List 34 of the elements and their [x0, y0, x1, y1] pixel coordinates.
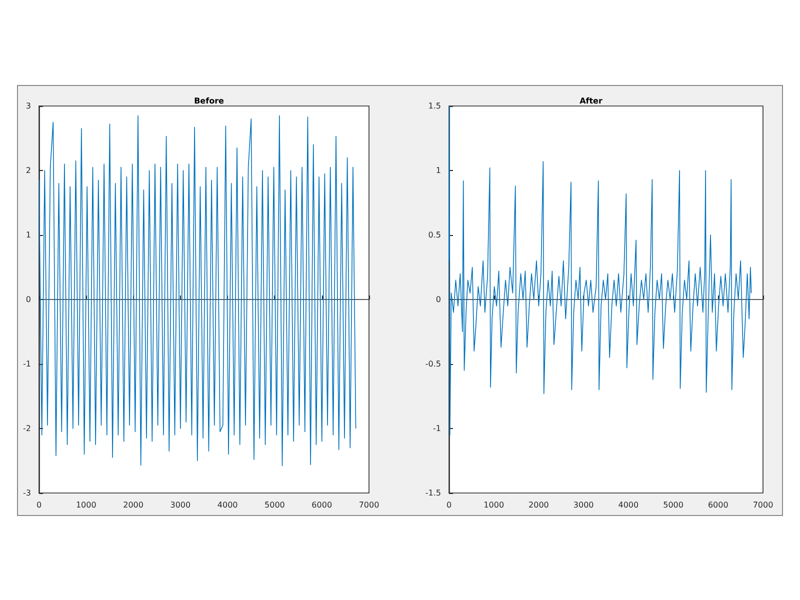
x-tick-label: 6000: [312, 500, 332, 510]
y-tick-label: -3: [23, 488, 31, 498]
x-tick-label: 2000: [123, 500, 144, 510]
y-tick-label: 2: [26, 166, 31, 175]
x-tick-label: 4000: [217, 500, 238, 510]
chart-title: After: [580, 96, 602, 106]
x-tick-label: 3000: [170, 500, 191, 510]
x-tick-label: 3000: [573, 500, 594, 510]
x-tick-label: 5000: [264, 500, 285, 510]
line-series: [448, 106, 752, 436]
y-tick-label: 1: [436, 166, 441, 175]
x-tick-label: 2000: [528, 500, 549, 510]
x-tick-label: 7000: [752, 500, 774, 510]
y-tick-label: 0.5: [428, 230, 441, 240]
y-tick-label: 3: [26, 102, 31, 110]
y-tick-label: -1: [433, 424, 441, 433]
line-series: [38, 115, 356, 466]
chart-title: Before: [194, 96, 225, 106]
y-tick-label: 1.5: [428, 102, 441, 110]
x-tick-label: 0: [36, 500, 42, 510]
y-tick-label: 0: [26, 295, 31, 304]
x-tick-label: 6000: [708, 500, 728, 510]
y-tick-label: 0: [436, 295, 441, 304]
y-tick-label: -0.5: [425, 360, 441, 368]
x-tick-label: 1000: [484, 500, 504, 510]
y-tick-label: -1: [23, 360, 31, 368]
y-tick-label: -2: [23, 424, 31, 433]
x-tick-label: 5000: [663, 500, 684, 510]
y-tick-label: -1.5: [425, 488, 441, 498]
x-tick-label: 7000: [358, 500, 380, 510]
x-tick-label: 1000: [76, 500, 96, 510]
x-tick-label: 0: [446, 500, 452, 510]
x-tick-label: 4000: [618, 500, 639, 510]
y-tick-label: 1: [26, 230, 31, 240]
